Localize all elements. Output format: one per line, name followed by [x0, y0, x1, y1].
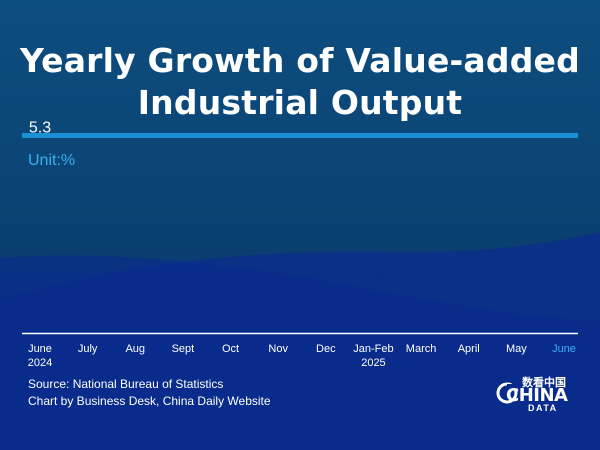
x-tick-labels-layer: June 2024 July Aug Sept Oct Nov Dec Jan-Feb 2025 M… [28, 343, 576, 369]
credit-note: Chart by Business Desk, China Daily Webs… [28, 394, 271, 408]
x-tick-label: Aug [125, 343, 145, 355]
bars-layer [30, 210, 50, 334]
logo-english-text: CHINA [506, 385, 568, 406]
x-tick-label: Oct [222, 343, 239, 355]
x-tick-label: 2025 [361, 357, 385, 369]
background-wave-near [0, 255, 600, 450]
x-tick-label: July [78, 343, 98, 355]
logo-chinese-text: 数看中国 [522, 376, 566, 389]
chart-title-line-1: Yearly Growth of Value-added [20, 41, 580, 80]
title-underline [22, 133, 578, 138]
x-tick-label: Nov [268, 343, 288, 355]
footer-credits: Source: National Bureau of Statistics Ch… [28, 376, 271, 410]
x-tick-label: June [552, 343, 576, 355]
x-tick-label: May [506, 343, 527, 355]
x-tick-label: Dec [316, 343, 336, 355]
china-data-logo: 数看中国 CHINA DATA [496, 374, 580, 414]
logo-sub-text: DATA [528, 403, 558, 413]
logo-ring-icon [496, 382, 518, 404]
x-tick-label: Jan-Feb [353, 343, 393, 355]
x-tick-label: 2024 [28, 357, 52, 369]
x-tick-label: April [458, 343, 480, 355]
x-tick-label: Sept [172, 343, 195, 355]
source-note: Source: National Bureau of Statistics [28, 377, 224, 391]
x-tick-label: June [28, 343, 52, 355]
data-label: 5.3 [29, 120, 51, 137]
chart-title-line-2: Industrial Output [137, 83, 463, 122]
unit-label: Unit:% [28, 152, 76, 169]
x-tick-label: March [406, 343, 437, 355]
data-labels-layer: 5.3 [29, 120, 51, 137]
bar [30, 210, 50, 334]
